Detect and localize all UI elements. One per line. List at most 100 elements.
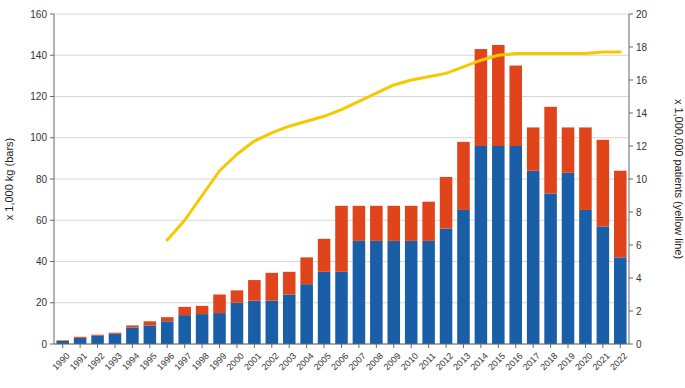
bar (353, 206, 366, 241)
y2-tick-label: 18 (636, 42, 648, 53)
y2-tick (629, 14, 633, 15)
y2-tick (629, 113, 633, 114)
bar (283, 272, 296, 295)
bar (388, 206, 401, 241)
x-tick (533, 344, 534, 348)
y2-tick-label: 4 (636, 273, 642, 284)
y2-tick (629, 344, 633, 345)
bar (422, 241, 435, 344)
bar (509, 146, 522, 344)
y-tick (50, 302, 54, 303)
x-tick (411, 344, 412, 348)
x-tick (620, 344, 621, 348)
y-tick-label: 80 (36, 174, 48, 185)
grid-line (54, 179, 629, 180)
bar (544, 107, 557, 194)
y-tick (50, 137, 54, 138)
bar (527, 171, 540, 344)
bar (161, 317, 174, 321)
bar (614, 171, 627, 258)
x-tick-label: 2003 (277, 351, 298, 372)
x-tick (271, 344, 272, 348)
y2-tick-label: 0 (636, 339, 642, 350)
bar (597, 226, 610, 344)
bar (178, 307, 191, 315)
bar (475, 49, 488, 146)
bar (440, 177, 453, 229)
x-tick-label: 1991 (68, 351, 89, 372)
x-tick (149, 344, 150, 348)
bar (318, 239, 331, 272)
x-tick-label: 2002 (260, 351, 281, 372)
bar (248, 280, 261, 301)
y2-tick-label: 8 (636, 207, 642, 218)
x-tick-label: 1997 (172, 351, 193, 372)
bar (213, 295, 226, 314)
x-tick (236, 344, 237, 348)
x-tick (515, 344, 516, 348)
bar (126, 325, 139, 327)
bar (388, 241, 401, 344)
x-tick (480, 344, 481, 348)
x-tick (341, 344, 342, 348)
bar (196, 314, 209, 344)
x-tick (585, 344, 586, 348)
bar (527, 127, 540, 170)
bar (475, 146, 488, 344)
grid-line (54, 96, 629, 97)
bar (91, 335, 104, 336)
x-tick (550, 344, 551, 348)
y-tick (50, 344, 54, 345)
bar (457, 142, 470, 210)
x-tick (463, 344, 464, 348)
x-tick-label: 2009 (381, 351, 402, 372)
bar (335, 272, 348, 344)
bar (266, 273, 279, 301)
bar (405, 241, 418, 344)
bar (457, 210, 470, 344)
bar (562, 127, 575, 172)
x-tick (254, 344, 255, 348)
y2-tick (629, 245, 633, 246)
x-tick (393, 344, 394, 348)
x-tick-label: 2016 (503, 351, 524, 372)
bar (440, 229, 453, 345)
x-tick-label: 1992 (85, 351, 106, 372)
x-tick (358, 344, 359, 348)
x-tick (289, 344, 290, 348)
bar (300, 284, 313, 344)
axes: 0204060801001201401600246810121416182019… (30, 9, 647, 373)
bar (370, 241, 383, 344)
bar (579, 210, 592, 344)
bar (422, 202, 435, 241)
marks (56, 45, 626, 344)
bar (579, 127, 592, 210)
y2-tick-label: 6 (636, 240, 642, 251)
grid-line (54, 137, 629, 138)
bar (266, 301, 279, 344)
y2-tick (629, 212, 633, 213)
x-tick-label: 2020 (573, 351, 594, 372)
x-tick-label: 2010 (399, 351, 420, 372)
y2-tick-label: 10 (636, 174, 648, 185)
x-tick-label: 1990 (50, 351, 71, 372)
bar-series (56, 146, 626, 344)
x-tick-label: 1994 (120, 351, 141, 372)
x-tick-label: 2018 (538, 351, 559, 372)
grid (54, 14, 629, 344)
bar (178, 315, 191, 344)
bar (144, 325, 157, 344)
y2-tick-label: 2 (636, 306, 642, 317)
y2-tick (629, 278, 633, 279)
bar (492, 45, 505, 146)
x-tick-label: 2001 (242, 351, 263, 372)
x-tick (568, 344, 569, 348)
x-tick-label: 1998 (190, 351, 211, 372)
x-tick-label: 2000 (225, 351, 246, 372)
bar (213, 313, 226, 344)
y2-tick-label: 16 (636, 75, 648, 86)
x-tick-label: 2006 (329, 351, 350, 372)
y2-tick-label: 14 (636, 108, 648, 119)
y-tick-label: 20 (36, 297, 48, 308)
grid-line (54, 14, 629, 15)
